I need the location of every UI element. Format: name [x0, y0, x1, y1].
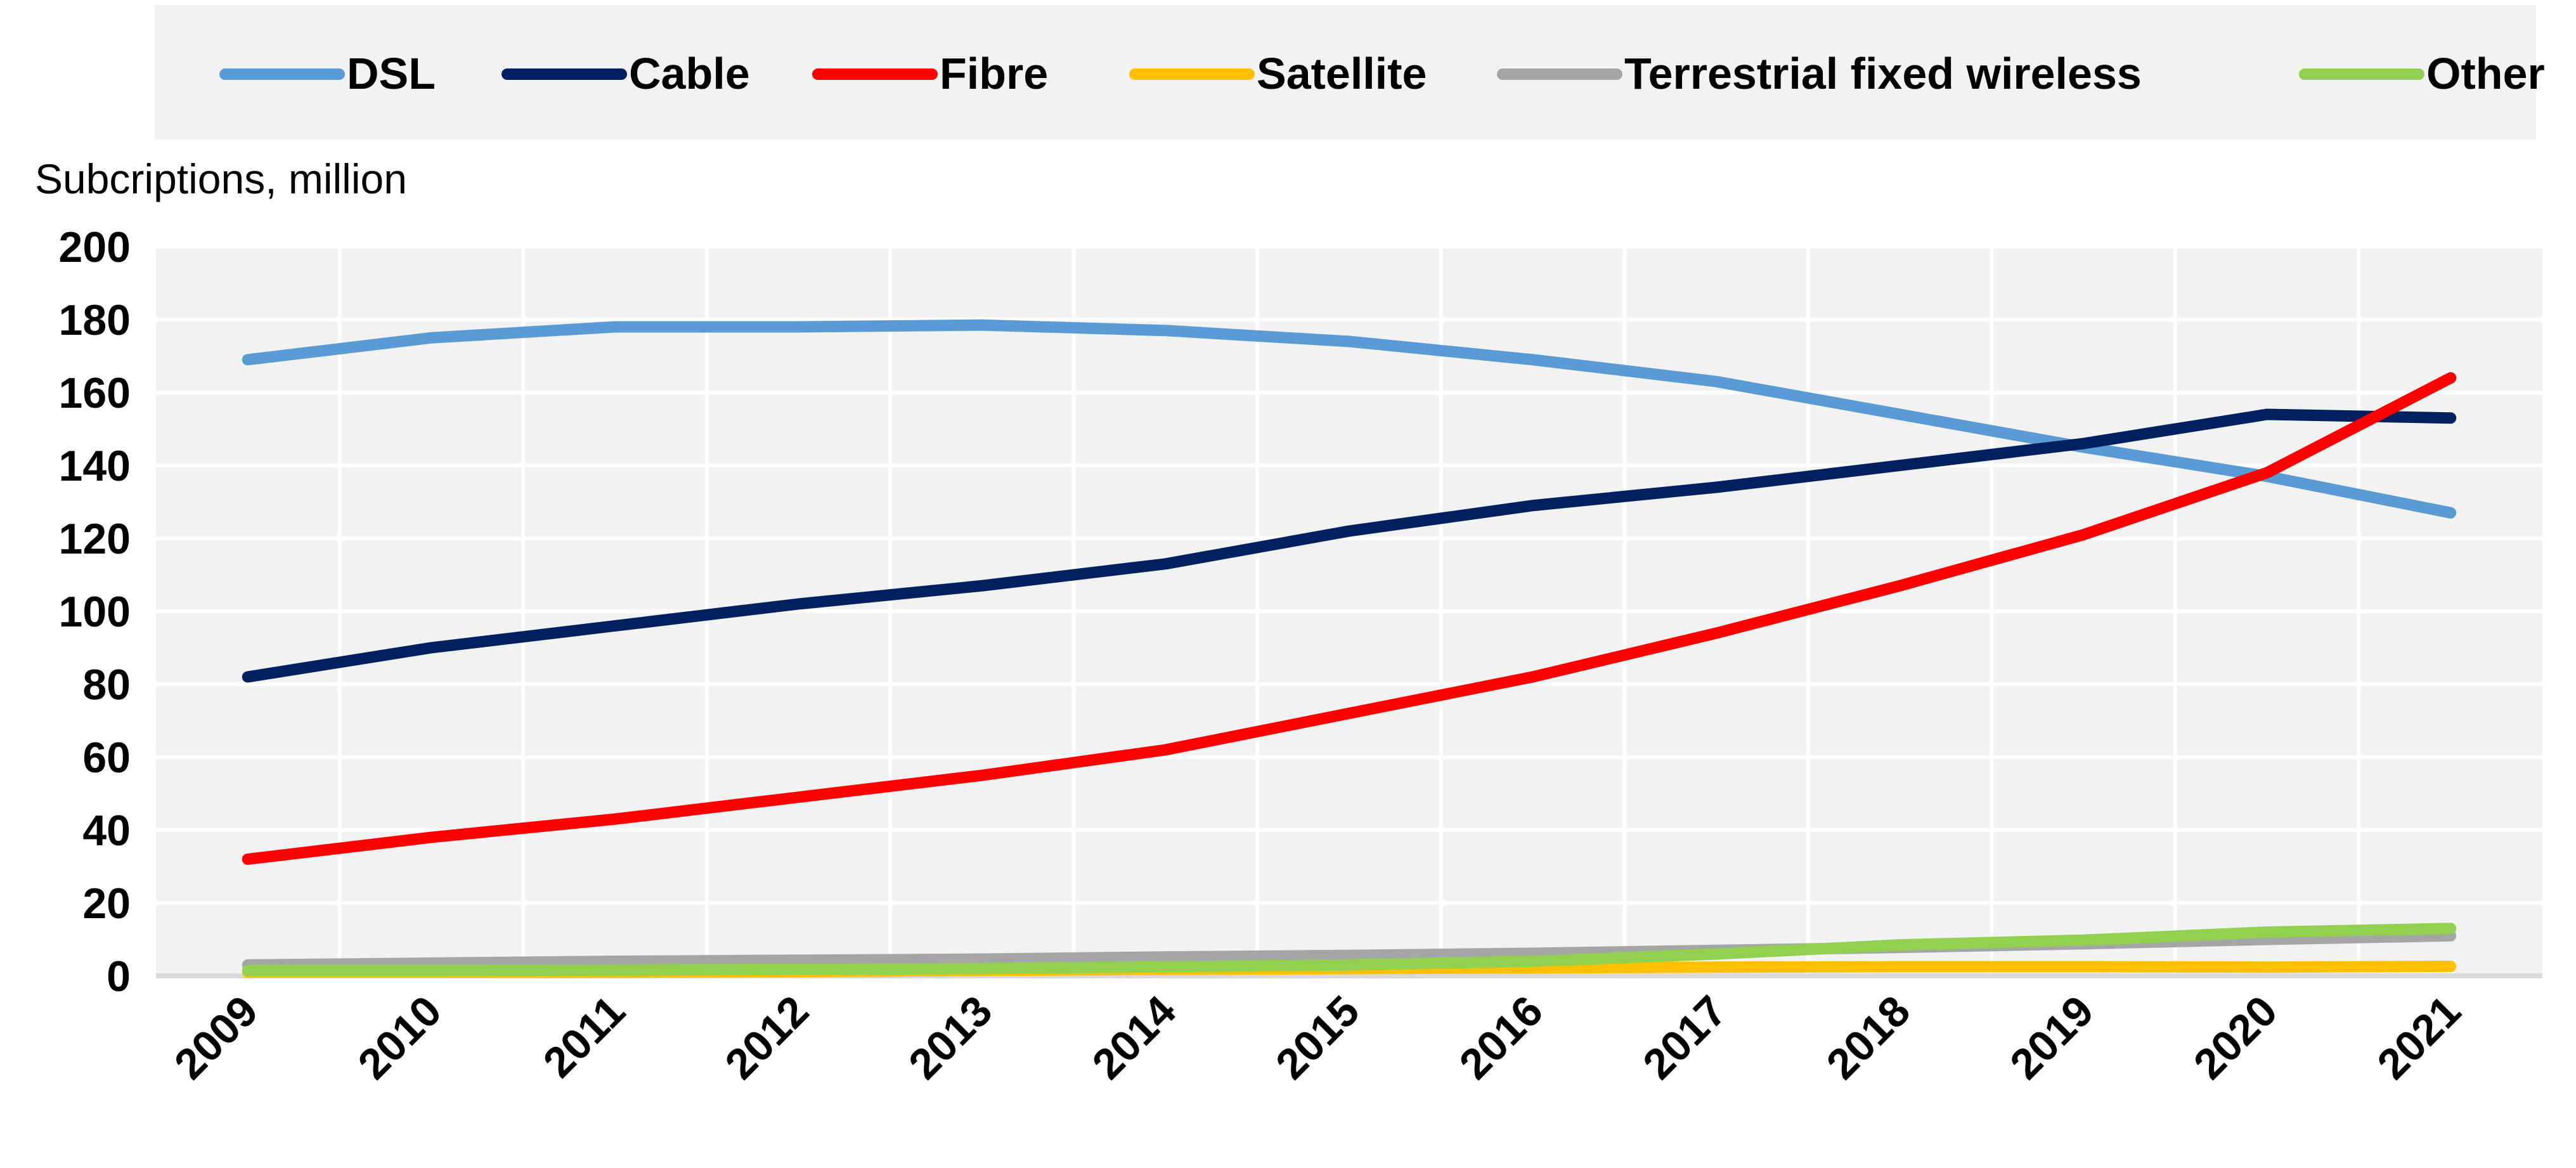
x-tick-label: 2013	[900, 987, 1002, 1089]
legend-label: Satellite	[1257, 49, 1427, 98]
y-tick-label: 0	[107, 952, 131, 1001]
y-tick-label: 120	[59, 515, 131, 563]
y-tick-label: 100	[59, 588, 131, 636]
legend-label: Fibre	[940, 49, 1048, 98]
x-tick-label: 2016	[1450, 987, 1552, 1089]
x-tick-label: 2011	[534, 987, 634, 1087]
legend: DSL Cable Fibre Satellite Terrestrial fixed …	[219, 49, 2545, 98]
y-tick-label: 40	[82, 807, 131, 855]
series-line-fibre	[242, 372, 2457, 865]
y-tick-label: 20	[82, 879, 131, 928]
x-tick-label: 2018	[1818, 987, 1920, 1089]
y-tick-label: 140	[59, 442, 131, 490]
y-tick-label: 160	[59, 369, 131, 417]
x-tick-label: 2019	[2001, 987, 2103, 1089]
x-tick-label: 2014	[1083, 987, 1185, 1089]
x-tick-label: 2009	[165, 987, 268, 1089]
y-tick-label: 60	[82, 734, 131, 782]
x-tick-label: 2020	[2185, 987, 2287, 1089]
y-axis-label: Subcriptions, million	[35, 155, 407, 202]
y-tick-label: 180	[59, 296, 131, 344]
legend-label: DSL	[347, 49, 436, 98]
y-tick-label: 200	[59, 223, 131, 271]
legend-label: Other	[2426, 49, 2545, 98]
series-line-cable	[242, 408, 2457, 683]
series-line-other	[242, 923, 2457, 977]
x-tick-label: 2012	[716, 987, 818, 1089]
x-tick-label: 2010	[349, 987, 451, 1089]
legend-label: Terrestrial fixed wireless	[1624, 49, 2142, 98]
legend-label: Cable	[629, 49, 750, 98]
y-tick-label: 80	[82, 661, 131, 709]
x-tick-label: 2021	[2368, 987, 2470, 1089]
x-tick-label: 2015	[1267, 987, 1369, 1089]
x-tick-label: 2017	[1634, 987, 1736, 1089]
